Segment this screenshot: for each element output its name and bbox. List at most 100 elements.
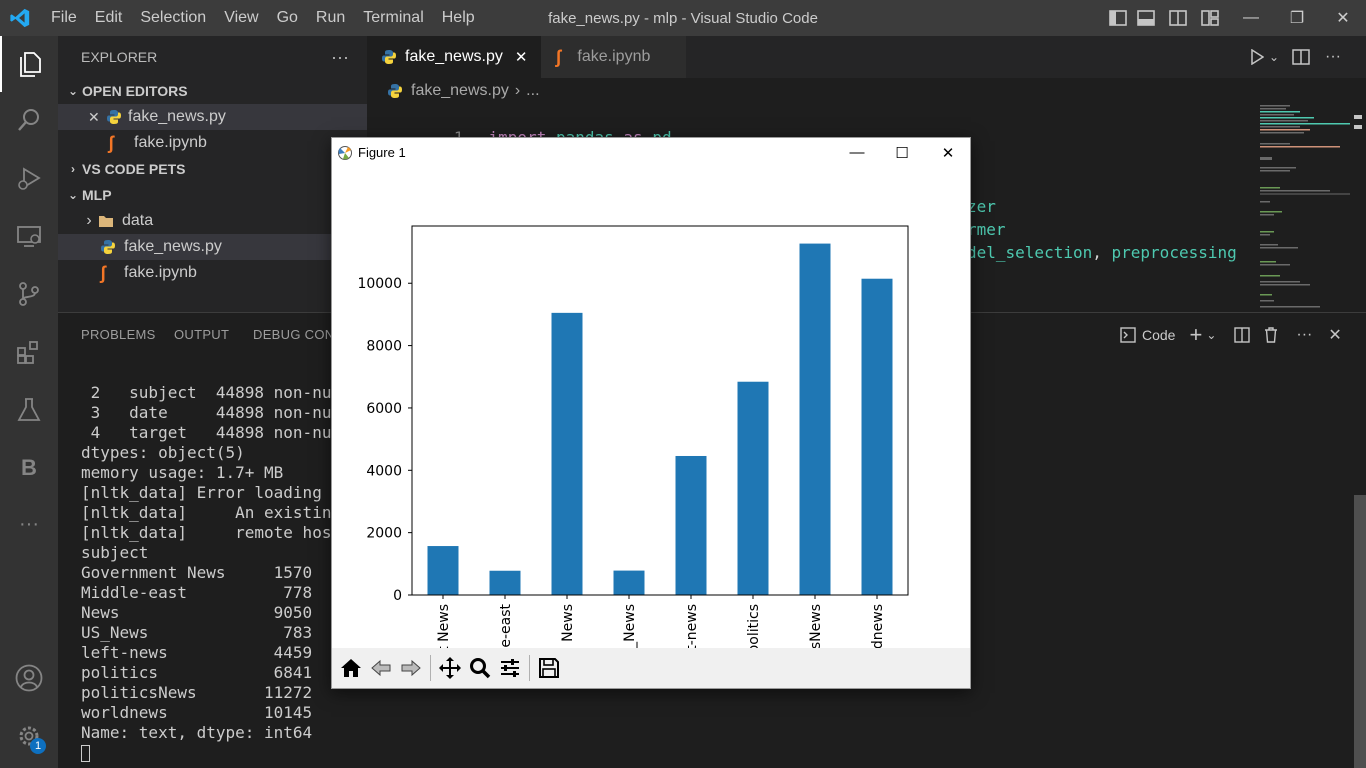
explorer-icon[interactable]	[0, 36, 58, 92]
panel-close-icon[interactable]: ✕	[1328, 327, 1342, 344]
window-minimize-button[interactable]: —	[1243, 9, 1259, 26]
remote-explorer-icon[interactable]	[0, 208, 58, 264]
editor-tabs: fake_news.py ✕ ʃ fake.ipynb ⌄ ···	[367, 36, 1366, 78]
toggle-primary-sidebar-icon[interactable]	[1106, 0, 1130, 36]
back-arrow-icon[interactable]	[366, 652, 396, 684]
search-icon[interactable]	[0, 92, 58, 148]
terminal-cursor	[81, 743, 341, 763]
tab-problems[interactable]: PROBLEMS	[81, 327, 156, 342]
y-tick-label: 4000	[366, 463, 402, 479]
toggle-secondary-sidebar-icon[interactable]	[1162, 0, 1194, 36]
y-tick-label: 6000	[366, 401, 402, 417]
code-fragment: del_selection	[967, 243, 1093, 262]
trash-icon[interactable]	[1264, 327, 1278, 343]
figure-titlebar[interactable]: Figure 1 — ☐ ✕	[332, 138, 970, 167]
configure-subplots-icon[interactable]	[495, 652, 525, 684]
editor-scrollbar[interactable]	[1350, 103, 1366, 312]
vscode-pets-section[interactable]: › VS CODE PETS	[58, 156, 367, 182]
figure-window[interactable]: Figure 1 — ☐ ✕ Government News Middle-eas…	[331, 137, 971, 689]
forward-arrow-icon[interactable]	[396, 652, 426, 684]
code-fragment: rmer	[967, 220, 1006, 239]
open-editor-label: fake_news.py	[128, 108, 226, 125]
menu-bar: File Edit Selection View Go Run Terminal…	[42, 0, 484, 36]
chart-bar	[427, 546, 459, 595]
terminal-kind-label[interactable]: Code	[1142, 327, 1176, 343]
y-tick-label: 2000	[366, 526, 402, 542]
editor-more-icon[interactable]: ···	[1325, 48, 1341, 65]
terminal-line: worldnews 10145	[81, 703, 313, 722]
menu-go[interactable]: Go	[276, 9, 298, 26]
run-debug-icon[interactable]	[0, 150, 58, 206]
code-line: 1import pandas as pd	[367, 103, 672, 147]
account-icon[interactable]	[0, 650, 58, 706]
tab-label: fake_news.py	[405, 48, 503, 65]
more-icon[interactable]: ···	[19, 512, 39, 535]
chevron-down-icon[interactable]: ⌄	[1269, 50, 1280, 64]
explorer-title: EXPLORER	[81, 49, 158, 65]
x-tick-label: News	[560, 604, 576, 642]
menu-help[interactable]: Help	[441, 9, 475, 26]
open-editors-label: OPEN EDITORS	[82, 83, 188, 99]
explorer-more-button[interactable]: ···	[331, 46, 349, 67]
terminal-output[interactable]: 2 subject 44898 non-nul 3 date 44898 non…	[81, 383, 341, 763]
tab-close-icon[interactable]: ✕	[514, 49, 528, 66]
tab-debug-console[interactable]: DEBUG CONS	[253, 327, 344, 342]
customize-layout-icon[interactable]	[1194, 0, 1226, 36]
breadcrumb-symbol[interactable]: ...	[526, 82, 540, 99]
pan-move-icon[interactable]	[435, 652, 465, 684]
folder-item-data[interactable]: › data	[58, 208, 367, 234]
bar-chart: Government News Middle-east News US_News lef…	[357, 225, 909, 648]
home-icon[interactable]	[336, 652, 366, 684]
extensions-icon[interactable]	[0, 324, 58, 380]
menu-file[interactable]: File	[51, 9, 77, 26]
menu-terminal[interactable]: Terminal	[363, 9, 424, 26]
terminal-scrollbar[interactable]	[1354, 495, 1366, 768]
open-editor-item[interactable]: ✕ fake_news.py	[58, 104, 367, 130]
open-editor-item[interactable]: ʃ fake.ipynb	[58, 130, 367, 156]
breadcrumb-file[interactable]: fake_news.py	[411, 82, 509, 99]
new-terminal-icon[interactable]: +	[1189, 322, 1203, 347]
window-restore-button[interactable]: ❐	[1289, 10, 1305, 27]
mlp-label: MLP	[82, 187, 112, 203]
source-control-icon[interactable]	[0, 266, 58, 322]
toolbar-divider	[430, 655, 431, 681]
vscode-pets-label: VS CODE PETS	[82, 161, 186, 177]
title-bar: File Edit Selection View Go Run Terminal…	[0, 0, 1366, 36]
open-editors-section[interactable]: ⌄ OPEN EDITORS	[58, 78, 367, 104]
mlp-section[interactable]: ⌄ MLP	[58, 182, 367, 208]
x-tick-label: US_News	[622, 604, 638, 648]
code-fragment: preprocessing	[1111, 243, 1237, 262]
close-icon[interactable]: ✕	[88, 108, 100, 125]
menu-run[interactable]: Run	[315, 9, 346, 26]
figure-close-button[interactable]: ✕	[941, 144, 955, 162]
file-label: fake.ipynb	[124, 264, 197, 281]
figure-minimize-button[interactable]: —	[849, 144, 865, 161]
save-floppy-icon[interactable]	[534, 652, 564, 684]
tab-fake-news-py[interactable]: fake_news.py ✕	[367, 36, 542, 78]
tab-fake-ipynb[interactable]: ʃ fake.ipynb	[541, 36, 687, 78]
tab-output[interactable]: OUTPUT	[174, 327, 230, 342]
figure-canvas[interactable]: Government News Middle-east News US_News lef…	[332, 167, 970, 648]
run-file-icon[interactable]	[1245, 49, 1269, 65]
file-item-fake-news[interactable]: fake_news.py	[58, 234, 367, 260]
chevron-right-icon: ›	[86, 212, 92, 229]
window-close-button[interactable]: ✕	[1336, 10, 1350, 27]
testing-icon[interactable]	[0, 382, 58, 438]
b-extension-icon[interactable]: B	[21, 455, 37, 480]
split-terminal-icon[interactable]	[1234, 327, 1251, 343]
file-label: fake_news.py	[124, 238, 222, 255]
chevron-down-icon[interactable]: ⌄	[1206, 328, 1217, 342]
chart-bar	[675, 455, 707, 595]
figure-maximize-button[interactable]: ☐	[895, 144, 909, 162]
settings-gear-icon[interactable]: 1	[0, 708, 58, 764]
figure-toolbar	[332, 648, 970, 688]
menu-selection[interactable]: Selection	[140, 9, 207, 26]
menu-view[interactable]: View	[224, 9, 259, 26]
zoom-magnifier-icon[interactable]	[465, 652, 495, 684]
toggle-panel-icon[interactable]	[1130, 0, 1162, 36]
panel-more-icon[interactable]: ···	[1296, 326, 1313, 343]
split-editor-icon[interactable]	[1285, 49, 1317, 65]
menu-edit[interactable]: Edit	[94, 9, 123, 26]
minimap[interactable]	[1252, 103, 1352, 312]
file-item-fake-ipynb[interactable]: ʃ fake.ipynb	[58, 260, 367, 286]
